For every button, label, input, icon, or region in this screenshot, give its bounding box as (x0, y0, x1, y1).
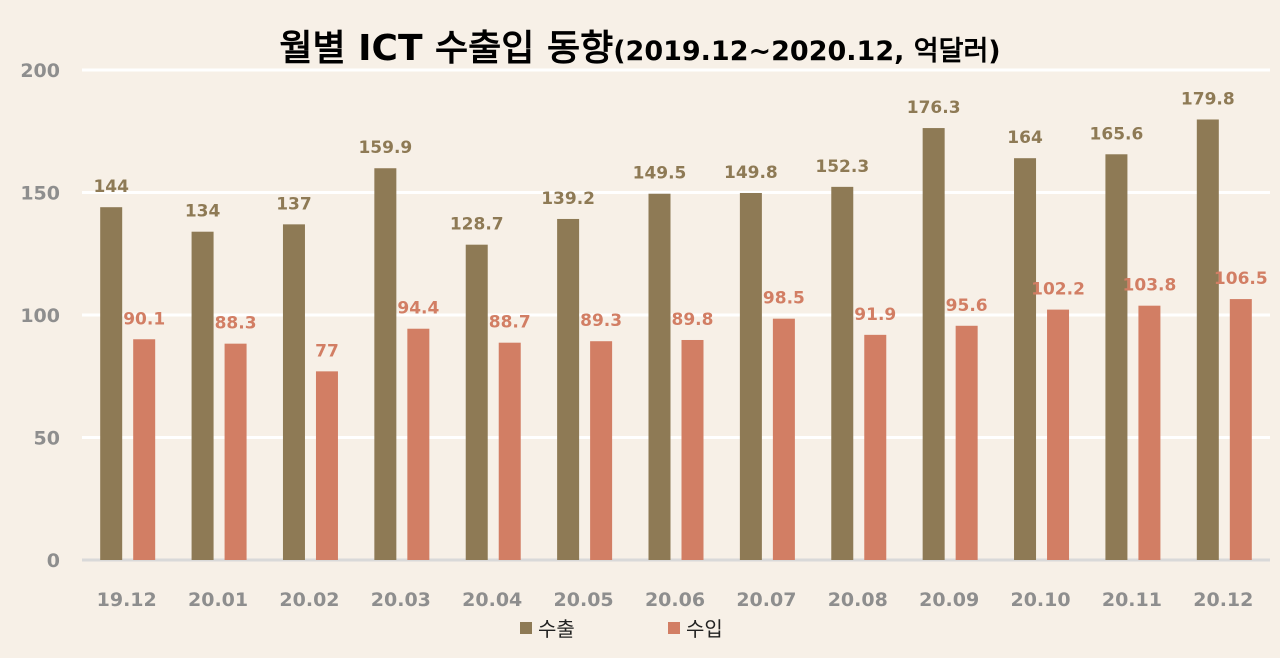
x-tick-label: 20.02 (279, 589, 339, 611)
chart-title: 월별 ICT 수출입 동향(2019.12~2020.12, 억달러) (279, 28, 1000, 69)
bar-export (191, 231, 214, 560)
legend-label: 수입 (686, 617, 723, 641)
data-label-export: 144 (93, 177, 129, 197)
bar-export (100, 207, 123, 560)
data-label-export: 149.8 (724, 163, 778, 183)
data-label-import: 95.6 (946, 296, 988, 316)
bar-export (557, 218, 580, 560)
bar-export (922, 128, 945, 560)
x-tick-label: 20.11 (1102, 589, 1162, 611)
data-label-import: 89.3 (580, 311, 622, 331)
bar-import (224, 343, 247, 560)
legend: 수출 수입 (520, 617, 723, 641)
data-label-import: 88.7 (489, 313, 531, 333)
x-tick-label: 20.01 (188, 589, 248, 611)
bar-export (1105, 154, 1128, 560)
data-label-export: 137 (276, 194, 312, 214)
x-tick-label: 20.08 (828, 589, 888, 611)
x-tick-label: 20.03 (371, 589, 431, 611)
bar-export (739, 192, 762, 561)
bar-export (1014, 158, 1037, 560)
bar-import (133, 339, 156, 560)
bar-import (864, 334, 887, 560)
bar-import (315, 371, 338, 560)
data-label-export: 128.7 (450, 215, 504, 235)
legend-label: 수출 (538, 617, 575, 641)
data-label-import: 88.3 (215, 314, 257, 334)
y-tick-label: 150 (20, 183, 60, 205)
chart-subtitle: (2019.12~2020.12, 억달러) (613, 36, 1000, 67)
data-label-export: 159.9 (358, 138, 412, 158)
bar-import (1138, 305, 1161, 560)
bar-export (465, 244, 488, 560)
bar-export (648, 193, 671, 560)
bar-import (498, 342, 521, 560)
x-tick-label: 19.12 (97, 589, 157, 611)
chart-title-main: 월별 ICT 수출입 동향 (279, 28, 613, 69)
y-tick-label: 200 (20, 60, 60, 82)
data-label-import: 106.5 (1214, 269, 1268, 289)
bar-import (590, 341, 613, 560)
bar-import (955, 325, 978, 560)
bar-import (772, 318, 795, 560)
data-label-export: 134 (185, 202, 221, 222)
y-tick-label: 0 (47, 550, 60, 572)
bar-export (374, 168, 397, 560)
x-tick-label: 20.12 (1193, 589, 1253, 611)
bar-export (282, 224, 305, 560)
data-label-export: 139.2 (541, 189, 595, 209)
y-tick-label: 100 (20, 305, 60, 327)
bar-export (831, 186, 854, 561)
data-label-import: 102.2 (1031, 280, 1085, 300)
data-label-import: 103.8 (1123, 276, 1177, 296)
data-label-export: 149.5 (633, 164, 687, 184)
data-label-import: 98.5 (763, 289, 805, 309)
y-tick-label: 50 (34, 428, 60, 450)
data-label-import: 91.9 (854, 305, 896, 325)
data-label-import: 77 (315, 341, 339, 361)
x-tick-label: 20.10 (1010, 589, 1070, 611)
data-label-export: 152.3 (815, 157, 869, 177)
x-tick-label: 20.06 (645, 589, 705, 611)
data-label-import: 89.8 (672, 310, 714, 330)
data-label-export: 164 (1007, 128, 1043, 148)
data-label-import: 90.1 (123, 309, 165, 329)
x-tick-label: 20.09 (919, 589, 979, 611)
data-label-import: 94.4 (397, 299, 439, 319)
bar-import (1229, 299, 1252, 560)
x-tick-label: 20.07 (736, 589, 796, 611)
bar-import (681, 339, 704, 560)
bar-import (1047, 309, 1070, 560)
bar-export (1196, 119, 1219, 561)
legend-swatch (668, 622, 680, 634)
data-label-export: 165.6 (1090, 124, 1144, 144)
data-label-export: 179.8 (1181, 89, 1235, 109)
bar-import (407, 328, 430, 560)
data-label-export: 176.3 (907, 98, 961, 118)
x-tick-label: 20.04 (462, 589, 522, 611)
x-tick-label: 20.05 (554, 589, 614, 611)
legend-swatch (520, 622, 532, 634)
